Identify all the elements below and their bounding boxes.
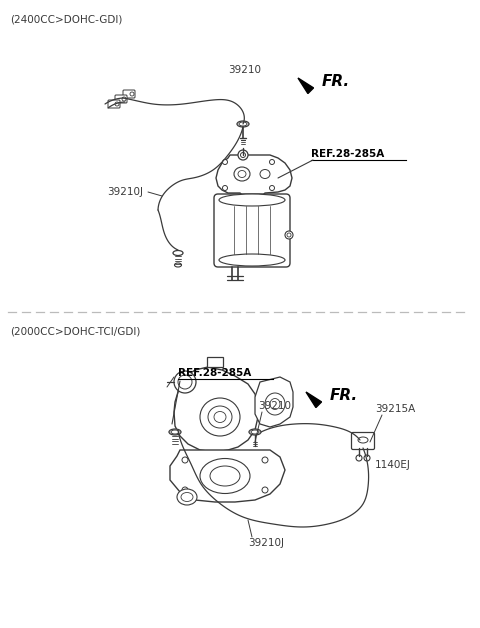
Ellipse shape (239, 122, 247, 126)
Ellipse shape (174, 371, 196, 393)
Ellipse shape (234, 167, 250, 181)
Text: 39210J: 39210J (248, 538, 284, 548)
Ellipse shape (219, 254, 285, 266)
Polygon shape (306, 392, 322, 408)
Text: FR.: FR. (322, 75, 350, 90)
Polygon shape (170, 450, 285, 502)
Circle shape (238, 150, 248, 160)
Circle shape (262, 457, 268, 463)
Circle shape (269, 185, 275, 190)
Circle shape (262, 487, 268, 493)
FancyBboxPatch shape (214, 194, 290, 267)
Text: 39210: 39210 (228, 65, 261, 75)
Text: REF.28-285A: REF.28-285A (178, 368, 251, 378)
Ellipse shape (175, 263, 181, 267)
Circle shape (240, 153, 245, 158)
Text: REF.28-285A: REF.28-285A (311, 149, 384, 159)
Ellipse shape (208, 406, 232, 428)
Text: 1140EJ: 1140EJ (375, 460, 411, 470)
Ellipse shape (260, 170, 270, 178)
Circle shape (356, 455, 362, 461)
FancyBboxPatch shape (351, 433, 374, 450)
Text: (2000CC>DOHC-TCI/GDI): (2000CC>DOHC-TCI/GDI) (10, 326, 140, 336)
Ellipse shape (178, 375, 192, 389)
Text: (2400CC>DOHC-GDI): (2400CC>DOHC-GDI) (10, 14, 122, 24)
Polygon shape (255, 377, 293, 427)
Ellipse shape (270, 399, 280, 409)
FancyBboxPatch shape (115, 95, 127, 103)
Text: 39210J: 39210J (107, 187, 143, 197)
Circle shape (223, 185, 228, 190)
Ellipse shape (210, 466, 240, 486)
Circle shape (182, 457, 188, 463)
Circle shape (287, 233, 291, 237)
Circle shape (223, 160, 228, 165)
Ellipse shape (177, 489, 197, 505)
Ellipse shape (249, 429, 261, 435)
FancyBboxPatch shape (123, 90, 135, 98)
Text: FR.: FR. (330, 389, 358, 404)
Circle shape (364, 455, 370, 461)
Ellipse shape (200, 458, 250, 494)
Ellipse shape (200, 398, 240, 436)
Circle shape (285, 231, 293, 239)
Text: 39215A: 39215A (375, 404, 415, 414)
Ellipse shape (238, 170, 246, 178)
Polygon shape (216, 155, 292, 200)
Ellipse shape (265, 393, 285, 415)
Polygon shape (174, 367, 258, 452)
Ellipse shape (251, 430, 259, 434)
Circle shape (130, 92, 134, 96)
Ellipse shape (181, 492, 193, 502)
Polygon shape (207, 357, 223, 367)
Circle shape (269, 160, 275, 165)
Ellipse shape (358, 437, 368, 443)
Circle shape (115, 102, 119, 106)
Ellipse shape (214, 411, 226, 423)
Circle shape (182, 487, 188, 493)
FancyBboxPatch shape (108, 100, 120, 108)
Ellipse shape (171, 430, 179, 434)
Text: 39210: 39210 (258, 401, 291, 411)
Polygon shape (298, 78, 313, 94)
Ellipse shape (173, 251, 183, 256)
Ellipse shape (237, 121, 249, 127)
Circle shape (122, 97, 126, 101)
Ellipse shape (169, 429, 181, 435)
Ellipse shape (219, 194, 285, 206)
